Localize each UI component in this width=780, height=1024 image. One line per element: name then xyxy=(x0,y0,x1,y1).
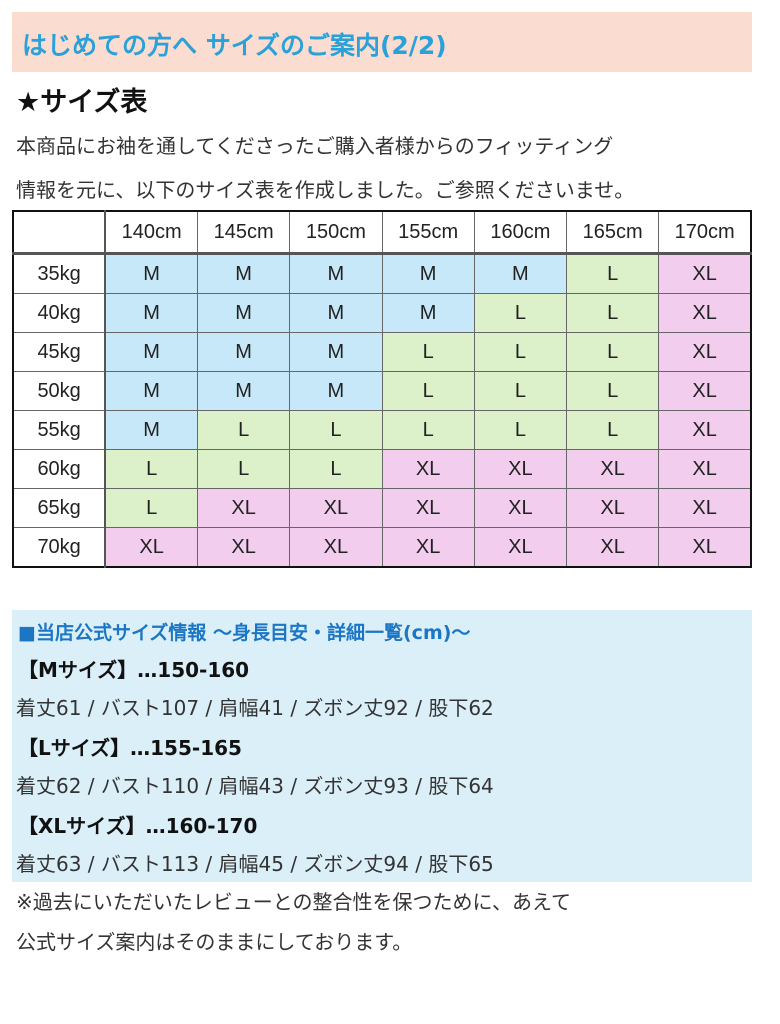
size-detail-l: 着丈62 / バスト110 / 肩幅43 / ズボン丈93 / 股下64 xyxy=(16,774,494,798)
size-cell: M xyxy=(196,332,291,372)
height-header: 150cm xyxy=(289,210,383,254)
size-cell: M xyxy=(104,332,199,372)
table-row: 50kg M M M L L L XL xyxy=(12,371,752,411)
height-header: 160cm xyxy=(473,210,568,254)
size-cell: L xyxy=(381,410,475,450)
size-cell: XL xyxy=(658,332,752,372)
weight-header: 60kg xyxy=(12,449,107,489)
size-cell: M xyxy=(104,371,199,411)
table-row: 55kg M L L L L L XL xyxy=(12,410,752,450)
size-cell: M xyxy=(289,332,383,372)
size-cell: L xyxy=(289,410,383,450)
note-line: ※過去にいただいたレビューとの整合性を保つために、あえて xyxy=(16,890,571,914)
size-cell: XL xyxy=(196,488,291,528)
size-cell: XL xyxy=(658,410,752,450)
size-detail-m: 着丈61 / バスト107 / 肩幅41 / ズボン丈92 / 股下62 xyxy=(16,696,494,720)
size-cell: L xyxy=(565,253,660,294)
size-cell: M xyxy=(289,253,383,294)
size-cell: XL xyxy=(658,488,752,528)
size-cell: XL xyxy=(473,527,568,568)
size-cell: XL xyxy=(658,527,752,568)
note-line: 公式サイズ案内はそのままにしております。 xyxy=(16,930,413,954)
size-cell: L xyxy=(473,410,568,450)
size-cell: XL xyxy=(381,449,475,489)
weight-header: 65kg xyxy=(12,488,107,528)
size-cell: XL xyxy=(104,527,199,568)
size-cell: XL xyxy=(381,527,475,568)
size-cell: L xyxy=(381,371,475,411)
height-header: 145cm xyxy=(196,210,291,254)
weight-header: 40kg xyxy=(12,293,107,333)
weight-header: 35kg xyxy=(12,253,107,294)
size-cell: M xyxy=(381,253,475,294)
intro-line: 情報を元に、以下のサイズ表を作成しました。ご参照くださいませ。 xyxy=(16,178,635,202)
size-cell: L xyxy=(289,449,383,489)
size-cell: XL xyxy=(289,488,383,528)
size-cell: L xyxy=(473,332,568,372)
size-cell: XL xyxy=(196,527,291,568)
size-cell: M xyxy=(473,253,568,294)
size-cell: M xyxy=(104,410,199,450)
weight-header: 45kg xyxy=(12,332,107,372)
corner-cell xyxy=(12,210,107,254)
size-cell: M xyxy=(196,371,291,411)
size-cell: M xyxy=(196,293,291,333)
size-cell: L xyxy=(104,488,199,528)
height-header: 155cm xyxy=(381,210,475,254)
size-cell: L xyxy=(565,410,660,450)
table-row: 35kg M M M M M L XL xyxy=(12,253,752,294)
size-cell: XL xyxy=(658,449,752,489)
intro-line: 本商品にお袖を通してくださったご購入者様からのフィッティング xyxy=(16,134,614,158)
size-cell: XL xyxy=(565,449,660,489)
size-cell: L xyxy=(104,449,199,489)
size-cell: L xyxy=(196,410,291,450)
header-row: 140cm 145cm 150cm 155cm 160cm 165cm 170cm xyxy=(12,210,752,254)
weight-header: 55kg xyxy=(12,410,107,450)
size-label-l: 【Lサイズ】…155-165 xyxy=(18,736,242,760)
size-cell: L xyxy=(473,293,568,333)
size-detail-xl: 着丈63 / バスト113 / 肩幅45 / ズボン丈94 / 股下65 xyxy=(16,852,494,876)
table-row: 40kg M M M M L L XL xyxy=(12,293,752,333)
size-cell: L xyxy=(565,371,660,411)
size-cell: XL xyxy=(658,293,752,333)
page-header: はじめての方へ サイズのご案内(2/2) xyxy=(12,12,752,72)
page-title: はじめての方へ サイズのご案内(2/2) xyxy=(22,31,447,60)
size-cell: XL xyxy=(658,371,752,411)
table-row: 65kg L XL XL XL XL XL XL xyxy=(12,488,752,528)
height-header: 140cm xyxy=(104,210,199,254)
size-label-xl: 【XLサイズ】…160-170 xyxy=(18,814,258,838)
table-row: 45kg M M M L L L XL xyxy=(12,332,752,372)
size-cell: L xyxy=(381,332,475,372)
size-cell: M xyxy=(104,253,199,294)
weight-header: 70kg xyxy=(12,527,107,568)
size-cell: L xyxy=(565,332,660,372)
size-cell: M xyxy=(381,293,475,333)
size-table: 140cm 145cm 150cm 155cm 160cm 165cm 170cm 35kg M… xyxy=(12,210,752,568)
size-cell: XL xyxy=(565,488,660,528)
official-title: ■当店公式サイズ情報 〜身長目安・詳細一覧(cm)〜 xyxy=(18,622,471,644)
height-header: 165cm xyxy=(565,210,660,254)
official-size-info: ■当店公式サイズ情報 〜身長目安・詳細一覧(cm)〜 【Mサイズ】…150-16… xyxy=(12,610,752,882)
size-cell: L xyxy=(196,449,291,489)
size-cell: XL xyxy=(289,527,383,568)
size-cell: M xyxy=(289,293,383,333)
size-cell: L xyxy=(473,371,568,411)
size-cell: XL xyxy=(565,527,660,568)
table-row: 70kg XL XL XL XL XL XL XL xyxy=(12,527,752,568)
size-cell: M xyxy=(104,293,199,333)
size-cell: M xyxy=(196,253,291,294)
size-cell: XL xyxy=(473,488,568,528)
table-row: 60kg L L L XL XL XL XL xyxy=(12,449,752,489)
height-header: 170cm xyxy=(658,210,752,254)
size-cell: M xyxy=(289,371,383,411)
size-label-m: 【Mサイズ】…150-160 xyxy=(18,658,250,682)
weight-header: 50kg xyxy=(12,371,107,411)
size-cell: XL xyxy=(381,488,475,528)
section-title: ★サイズ表 xyxy=(16,87,148,118)
size-cell: XL xyxy=(658,253,752,294)
size-cell: L xyxy=(565,293,660,333)
size-cell: XL xyxy=(473,449,568,489)
